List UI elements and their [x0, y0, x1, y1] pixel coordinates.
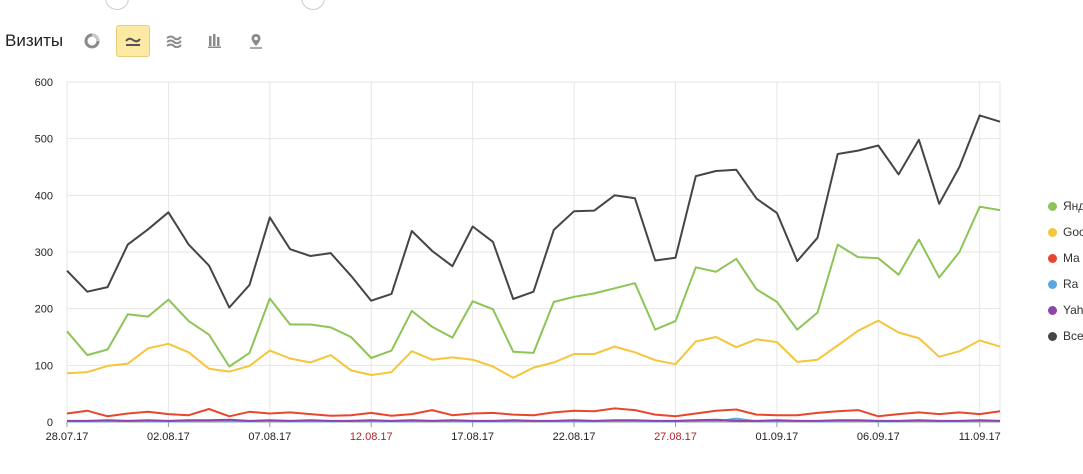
series-line-Goo	[66, 319, 1001, 379]
legend-label: Все	[1063, 329, 1083, 343]
legend-item[interactable]: Yah	[1048, 297, 1083, 323]
line-chart-icon	[125, 37, 141, 46]
legend-item[interactable]: Goo	[1048, 219, 1083, 245]
x-tick-label: 06.09.17	[857, 431, 900, 443]
y-tick-label: 200	[35, 304, 53, 316]
y-tick-label: 100	[35, 360, 53, 372]
x-tick-label: 07.08.17	[248, 431, 291, 443]
pie-chart-button[interactable]	[75, 25, 109, 57]
legend-item[interactable]: Ra	[1048, 271, 1083, 297]
legend-item[interactable]: Ma	[1048, 245, 1083, 271]
area-chart-button[interactable]	[157, 25, 191, 57]
legend-dot	[1048, 279, 1057, 289]
page-title: Визиты	[5, 31, 64, 50]
series-line-Yah	[67, 418, 1001, 422]
x-tick-label: 11.09.17	[959, 431, 1001, 443]
x-tick-label: 27.08.17	[654, 431, 697, 443]
map-button[interactable]	[239, 25, 273, 57]
x-tick-label: 28.07.17	[46, 431, 89, 443]
y-tick-label: 0	[47, 417, 53, 429]
pie-chart-icon	[84, 33, 100, 49]
legend-dot	[1048, 331, 1057, 341]
series-line-Ma	[66, 407, 1001, 418]
legend-label: Ra	[1063, 277, 1079, 291]
legend-item[interactable]: Все	[1048, 323, 1083, 349]
x-tick-label: 02.08.17	[147, 431, 190, 443]
chart-legend: Янд Goo Ma Ra Yah Все	[1048, 193, 1083, 349]
y-tick-label: 600	[35, 77, 53, 89]
map-icon	[250, 34, 263, 49]
x-tick-label: 22.08.17	[553, 431, 596, 443]
legend-dot	[1048, 253, 1057, 263]
area-chart-icon	[166, 35, 182, 48]
series-line-Все	[66, 114, 1001, 309]
x-tick-label: 01.09.17	[755, 431, 798, 443]
x-tick-label: 17.08.17	[451, 431, 494, 443]
chart-toolbar: Визиты	[0, 24, 280, 58]
bar-chart-icon	[208, 34, 222, 48]
legend-dot	[1048, 305, 1057, 315]
y-tick-label: 300	[35, 247, 53, 259]
legend-label: Goo	[1063, 225, 1083, 239]
legend-dot	[1048, 201, 1057, 211]
bar-chart-button[interactable]	[198, 25, 232, 57]
legend-label: Yah	[1063, 303, 1083, 317]
y-tick-label: 400	[35, 190, 53, 202]
legend-label: Янд	[1063, 199, 1083, 213]
x-tick-label: 12.08.17	[350, 431, 393, 443]
legend-dot	[1048, 227, 1057, 237]
y-tick-label: 500	[35, 134, 53, 146]
legend-item[interactable]: Янд	[1048, 193, 1083, 219]
line-chart-button[interactable]	[116, 25, 151, 57]
series-line-Янд	[66, 205, 1001, 368]
legend-label: Ma	[1063, 251, 1080, 265]
